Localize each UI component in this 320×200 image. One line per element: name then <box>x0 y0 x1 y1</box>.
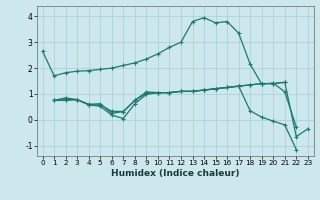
X-axis label: Humidex (Indice chaleur): Humidex (Indice chaleur) <box>111 169 239 178</box>
